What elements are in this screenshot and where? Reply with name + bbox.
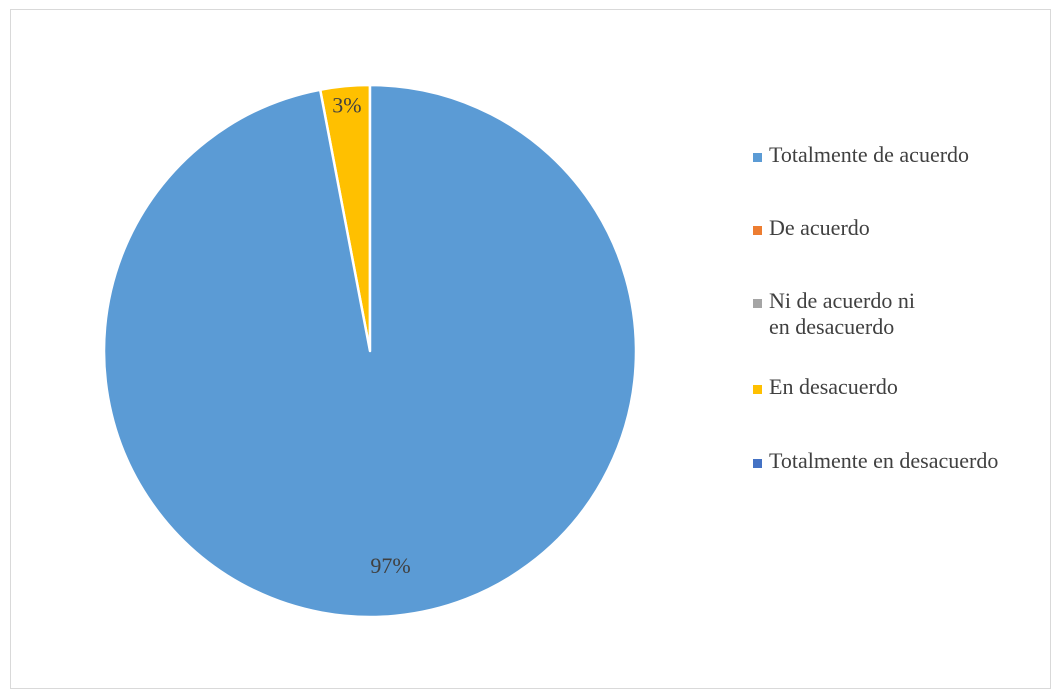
chart-area: 3% 97% Totalmente de acuerdo De acuerdo N… [10, 9, 1051, 689]
pie-slice-totalmente-de-acuerdo [102, 83, 638, 619]
legend-label: Totalmente en desacuerdo [769, 448, 999, 473]
data-label-totalmente-de-acuerdo: 97% [370, 553, 410, 578]
legend-swatch [753, 226, 762, 235]
legend-item-totalmente-de-acuerdo: Totalmente de acuerdo [753, 142, 1054, 168]
legend-label: Ni de acuerdo ni en desacuerdo [769, 288, 915, 339]
legend-item-en-desacuerdo: En desacuerdo [753, 374, 1054, 400]
legend-swatch [753, 385, 762, 394]
legend-item-ni-de-acuerdo-ni-en-desacuerdo: Ni de acuerdo ni en desacuerdo [753, 288, 919, 340]
legend-swatch [753, 299, 762, 308]
legend-swatch [753, 459, 762, 468]
legend-item-de-acuerdo: De acuerdo [753, 215, 1054, 241]
pie-chart: 3% 97% [102, 83, 638, 619]
legend-swatch [753, 153, 762, 162]
data-label-en-desacuerdo: 3% [332, 92, 361, 117]
legend-label: De acuerdo [769, 215, 870, 240]
legend-label: Totalmente de acuerdo [769, 142, 970, 167]
legend-label: En desacuerdo [769, 374, 898, 399]
legend-item-totalmente-en-desacuerdo: Totalmente en desacuerdo [753, 448, 1054, 474]
